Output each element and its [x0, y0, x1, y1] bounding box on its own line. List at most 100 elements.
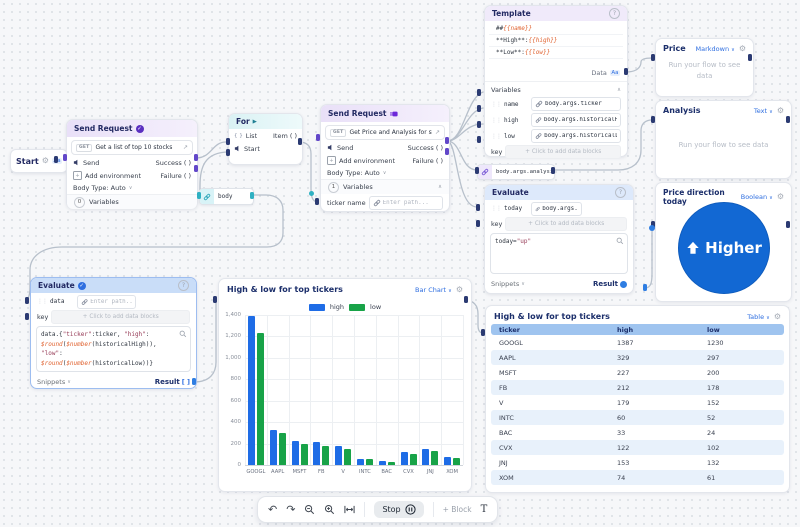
failure-port-label[interactable]: Failure ( ): [412, 156, 443, 165]
drag-handle-icon[interactable]: ⋮⋮: [491, 100, 502, 108]
port[interactable]: [651, 116, 655, 123]
variable-row[interactable]: ⋮⋮low body.args.historicalLow: [485, 128, 627, 144]
search-icon[interactable]: [179, 330, 187, 338]
key-input[interactable]: + Click to add data blocks: [505, 217, 627, 231]
template-line[interactable]: **High**: {{high}}: [489, 35, 623, 47]
undo-button[interactable]: ↶: [268, 503, 278, 516]
text-tool-button[interactable]: T: [480, 504, 488, 515]
column-header[interactable]: low: [707, 325, 720, 334]
port[interactable]: [63, 154, 67, 161]
table-row[interactable]: FB 212 178: [491, 380, 784, 395]
port[interactable]: [477, 136, 481, 143]
gear-icon[interactable]: ⚙: [41, 156, 49, 165]
output-type-dropdown[interactable]: Table ∨: [747, 312, 770, 321]
field-value-chip[interactable]: body.args.today: [531, 201, 582, 216]
port[interactable]: [315, 198, 319, 205]
port[interactable]: [194, 154, 198, 161]
table-row[interactable]: AAPL 329 297: [491, 350, 784, 365]
key-input[interactable]: + Click to add data blocks: [51, 310, 190, 324]
template-editor[interactable]: ## {{name}} **High**: {{high}} **Low**: {{…: [485, 21, 627, 59]
chart-panel[interactable]: High & low for top tickers Bar Chart ∨ ⚙…: [218, 278, 472, 492]
body-variable-pill[interactable]: body: [199, 188, 254, 205]
port[interactable]: [192, 378, 196, 385]
table-row[interactable]: GOOGL 1387 1230: [491, 335, 784, 350]
analysis-variable-pill[interactable]: body.args.analysis: [477, 164, 555, 180]
zoom-in-button[interactable]: [324, 504, 335, 515]
output-type-dropdown[interactable]: Bar Chart ∨: [415, 285, 452, 294]
start-trigger-label[interactable]: Start: [244, 144, 260, 153]
endpoint-row[interactable]: GET Get a list of top 10 stocks ↗: [71, 140, 193, 155]
port[interactable]: [316, 134, 320, 141]
chevron-up-icon[interactable]: ∧: [437, 184, 442, 190]
variable-row[interactable]: ⋮⋮high body.args.historicalHigh: [485, 112, 627, 128]
output-type-dropdown[interactable]: Boolean ∨: [740, 193, 773, 201]
port[interactable]: [464, 296, 468, 303]
drag-handle-icon[interactable]: ⋮⋮: [491, 132, 502, 140]
add-environment-label[interactable]: Add environment: [339, 156, 396, 165]
table-row[interactable]: JNJ 153 132: [491, 455, 784, 470]
port[interactable]: [213, 296, 217, 303]
expression-editor[interactable]: today="up": [490, 233, 628, 274]
add-environment-label[interactable]: Add environment: [85, 171, 142, 180]
port[interactable]: [651, 221, 655, 228]
for-node[interactable]: For ▶ { } List Item ( ) Start: [228, 113, 303, 165]
table-row[interactable]: MSFT 227 200: [491, 365, 784, 380]
port[interactable]: [476, 220, 480, 227]
port[interactable]: [624, 68, 628, 75]
table-row[interactable]: XOM 74 61: [491, 470, 784, 485]
analysis-output-panel[interactable]: Analysis Text ∨ ⚙ Run your flow to see d…: [655, 100, 792, 179]
port[interactable]: [298, 138, 302, 145]
port[interactable]: [197, 192, 201, 199]
port[interactable]: [445, 137, 449, 144]
zoom-out-button[interactable]: [304, 504, 315, 515]
external-link-icon[interactable]: ↗: [182, 144, 188, 151]
port[interactable]: [54, 156, 58, 163]
bottom-toolbar[interactable]: ↶ ↷ Stop + Block T: [257, 496, 499, 523]
table-row[interactable]: V 179 152: [491, 395, 784, 410]
output-type-dropdown[interactable]: Text ∨: [753, 106, 773, 115]
item-port-label[interactable]: Item ( ): [272, 131, 297, 140]
port[interactable]: [226, 138, 230, 145]
chevron-up-icon[interactable]: ∧: [616, 87, 621, 93]
failure-port-label[interactable]: Failure ( ): [160, 171, 191, 180]
port[interactable]: [445, 148, 449, 155]
ticker-path-input[interactable]: Enter path...: [368, 196, 443, 210]
price-output-panel[interactable]: Price Markdown ∨ ⚙ Run your flow to see …: [655, 38, 754, 97]
field-path-input[interactable]: Enter path...: [77, 294, 136, 309]
send-request-node-2[interactable]: Send Request GET Get Price and Analysis …: [320, 104, 450, 212]
endpoint-row[interactable]: GET Get Price and Analysis for stock ↗: [325, 125, 445, 140]
port[interactable]: [250, 192, 254, 199]
variable-value-chip[interactable]: body.args.historicalLow: [531, 129, 621, 143]
redo-button[interactable]: ↷: [286, 503, 296, 516]
port[interactable]: [481, 329, 485, 336]
fit-view-button[interactable]: [344, 504, 356, 515]
evaluate-node-right[interactable]: Evaluate ? ⋮⋮ today body.args.today key …: [484, 184, 634, 294]
variable-value-chip[interactable]: body.args.historicalHigh: [531, 113, 621, 127]
output-type-dropdown[interactable]: Markdown ∨: [695, 44, 735, 53]
success-port-label[interactable]: Success ( ): [407, 143, 443, 152]
port[interactable]: [748, 54, 752, 61]
port[interactable]: [786, 221, 790, 228]
port[interactable]: [551, 167, 555, 174]
port[interactable]: [25, 313, 29, 320]
send-trigger-label[interactable]: Send: [83, 158, 100, 167]
port[interactable]: [643, 284, 647, 291]
add-block-button[interactable]: + Block: [442, 505, 472, 514]
help-icon[interactable]: ?: [615, 187, 626, 198]
search-icon[interactable]: [616, 237, 624, 245]
table-panel[interactable]: High & low for top tickers Table ∨ ⚙ tic…: [485, 305, 790, 493]
gear-icon[interactable]: ⚙: [738, 43, 746, 53]
gear-icon[interactable]: ⚙: [776, 105, 784, 115]
template-node[interactable]: Template ? ## {{name}} **High**: {{high}}…: [484, 5, 628, 159]
table-row[interactable]: BAC 33 24: [491, 425, 784, 440]
port[interactable]: [477, 105, 481, 112]
start-node[interactable]: Start ⚙ Aa: [10, 149, 68, 173]
port[interactable]: [477, 89, 481, 96]
template-line[interactable]: ## {{name}}: [489, 23, 623, 35]
snippets-label[interactable]: Snippets: [37, 378, 66, 386]
template-line[interactable]: **Low**: {{low}}: [489, 47, 623, 59]
success-port-label[interactable]: Success ( ): [155, 158, 191, 167]
gear-icon[interactable]: ⚙: [773, 311, 781, 321]
column-header[interactable]: high: [617, 325, 634, 334]
